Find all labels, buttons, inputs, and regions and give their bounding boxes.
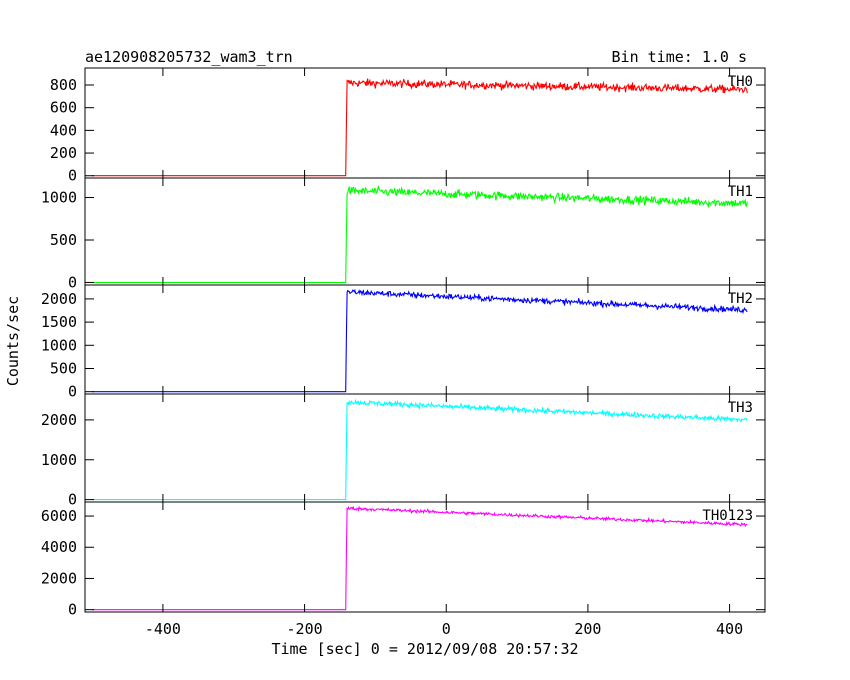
bin-time-label: Bin time: 1.0 s bbox=[612, 48, 747, 66]
panel-label: TH0 bbox=[728, 74, 753, 90]
x-tick-label: 0 bbox=[442, 620, 451, 638]
panel-label: TH1 bbox=[728, 184, 753, 200]
y-tick-label: 0 bbox=[68, 167, 77, 185]
series-line-th3 bbox=[92, 398, 748, 501]
y-tick-label: 2000 bbox=[41, 290, 77, 308]
panel-th3: 0 1000 2000 TH3 bbox=[41, 393, 766, 509]
y-tick-label: 6000 bbox=[41, 507, 77, 525]
panel-th0: 0 200 400 600 800 TH0 bbox=[50, 67, 766, 185]
y-tick-label: 2000 bbox=[41, 411, 77, 429]
y-tick-label: 600 bbox=[50, 99, 77, 117]
y-tick-label: 500 bbox=[50, 231, 77, 249]
panel-frame bbox=[84, 284, 766, 395]
y-tick-label: 1000 bbox=[41, 451, 77, 469]
series-line-th2 bbox=[92, 288, 748, 393]
y-tick-label: 0 bbox=[68, 491, 77, 509]
x-axis: -400 -200 0 200 400 bbox=[145, 620, 743, 638]
y-tick-label: 500 bbox=[50, 359, 77, 377]
series-line-th0123 bbox=[92, 505, 748, 611]
y-tick-label: 0 bbox=[68, 273, 77, 291]
x-tick-label: 200 bbox=[574, 620, 601, 638]
panel-label: TH0123 bbox=[702, 508, 753, 524]
panel-th2: 0 500 1000 1500 2000 TH2 bbox=[41, 284, 766, 401]
y-tick-label: 800 bbox=[50, 76, 77, 94]
panels-group: 0 200 400 600 800 TH0 0 500 1000 TH1 0 500 1000 1500 2… bbox=[41, 67, 766, 619]
series-line-th0 bbox=[92, 78, 748, 177]
y-tick-label: 1000 bbox=[41, 336, 77, 354]
panel-label: TH3 bbox=[728, 400, 753, 416]
panel-label: TH2 bbox=[728, 291, 753, 307]
y-tick-label: 0 bbox=[68, 601, 77, 619]
chart-title: ae120908205732_wam3_trn bbox=[85, 48, 293, 66]
y-tick-label: 1000 bbox=[41, 189, 77, 207]
y-tick-label: 0 bbox=[68, 383, 77, 401]
panel-frame bbox=[84, 501, 766, 613]
panel-frame bbox=[84, 177, 766, 286]
y-tick-label: 400 bbox=[50, 121, 77, 139]
y-tick-label: 1500 bbox=[41, 313, 77, 331]
y-tick-label: 2000 bbox=[41, 569, 77, 587]
series-line-th1 bbox=[92, 184, 748, 284]
x-tick-label: 400 bbox=[716, 620, 743, 638]
x-tick-label: -200 bbox=[287, 620, 323, 638]
panel-th1: 0 500 1000 TH1 bbox=[41, 177, 766, 291]
y-axis-label: Counts/sec bbox=[4, 296, 22, 386]
x-tick-label: -400 bbox=[145, 620, 181, 638]
x-axis-label: Time [sec] 0 = 2012/09/08 20:57:32 bbox=[271, 640, 578, 658]
panel-th0123: 0 2000 4000 6000 TH0123 bbox=[41, 501, 766, 619]
y-tick-label: 4000 bbox=[41, 538, 77, 556]
panel-frame bbox=[84, 393, 766, 503]
y-tick-label: 200 bbox=[50, 144, 77, 162]
